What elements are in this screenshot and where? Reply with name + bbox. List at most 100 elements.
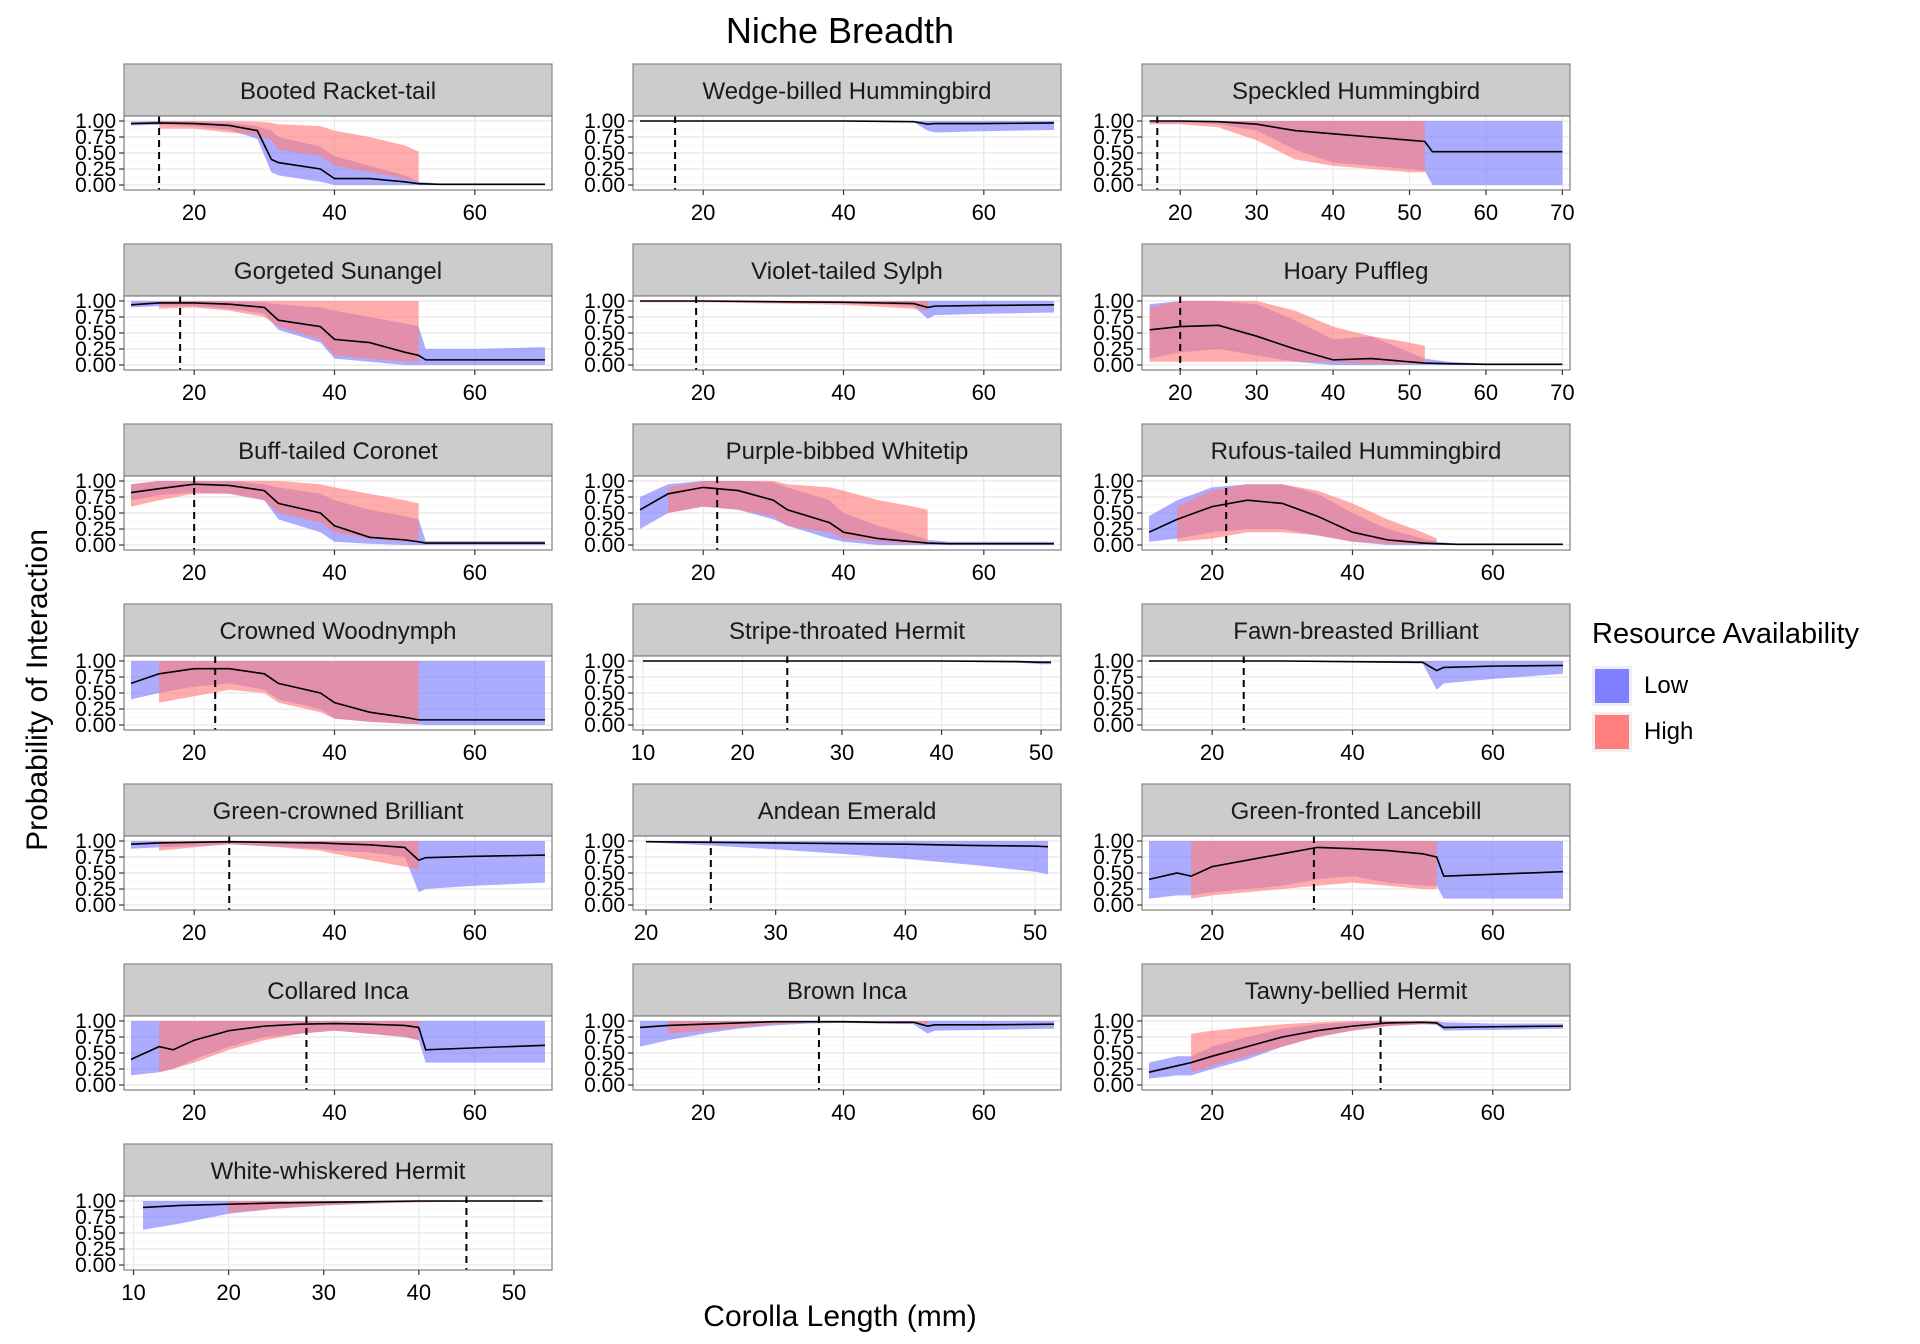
x-tick-label: 60 — [463, 920, 487, 945]
x-tick-label: 50 — [502, 1280, 526, 1305]
facet-strip-label: Speckled Hummingbird — [1232, 78, 1480, 105]
y-tick-label: 0.50 — [75, 142, 116, 165]
y-tick-label: 0.75 — [75, 126, 116, 149]
facet-strip-label: Rufous-tailed Hummingbird — [1211, 438, 1502, 465]
y-tick-label: 1.00 — [75, 470, 116, 493]
facet-strip — [123, 1143, 553, 1197]
y-tick-label: 0.50 — [584, 322, 625, 345]
legend-label-high: High — [1644, 718, 1694, 745]
x-tick-label: 20 — [691, 1100, 715, 1125]
y-tick-label: 1.00 — [75, 1010, 116, 1033]
y-tick-label: 0.50 — [584, 1042, 625, 1065]
y-axis-title: Probability of Interaction — [21, 529, 54, 851]
x-tick-label: 40 — [831, 200, 855, 225]
x-tick-label: 50 — [1397, 200, 1421, 225]
x-tick-label: 60 — [1481, 1100, 1505, 1125]
mean-line — [130, 483, 545, 544]
facet-wedge-billed-hummingbird: Wedge-billed Hummingbird 0.000.250.500.75… — [584, 63, 1062, 225]
y-tick-label: 1.00 — [584, 110, 625, 133]
chart-title: Niche Breadth — [725, 10, 955, 51]
y-tick-label: 0.25 — [1093, 698, 1134, 721]
x-tick-label: 60 — [1481, 920, 1505, 945]
y-tick-label: 0.50 — [1093, 682, 1134, 705]
ribbon-high — [159, 121, 419, 182]
facet-strip — [1141, 963, 1571, 1017]
y-tick-label: 1.00 — [1093, 110, 1134, 133]
ribbon-high — [640, 301, 928, 311]
ribbon-high — [1191, 1021, 1437, 1073]
y-tick-label: 0.00 — [1093, 354, 1134, 377]
facet-brown-inca: Brown Inca 0.000.250.500.751.00 20 40 60 — [584, 963, 1062, 1125]
mean-line — [130, 840, 545, 862]
x-tick-label: 20 — [634, 920, 658, 945]
y-tick-label: 0.00 — [75, 1074, 116, 1097]
y-tick-label: 0.75 — [1093, 486, 1134, 509]
x-tick-label: 20 — [1168, 200, 1192, 225]
facet-speckled-hummingbird: Speckled Hummingbird 0.000.250.500.751.00… — [1093, 63, 1575, 225]
y-tick-label: 0.25 — [584, 338, 625, 361]
facet-strip-label: Green-fronted Lancebill — [1231, 798, 1482, 825]
x-tick-label: 30 — [1244, 380, 1268, 405]
y-tick-label: 0.50 — [75, 682, 116, 705]
ribbon-high — [159, 1021, 419, 1073]
facet-booted-racket-tail: Booted Racket-tail 0.000.250.500.751.00 20… — [75, 63, 553, 225]
x-tick-label: 60 — [972, 1100, 996, 1125]
x-tick-label: 20 — [691, 560, 715, 585]
y-tick-label: 0.25 — [75, 158, 116, 181]
x-axis-title: Corolla Length (mm) — [703, 1300, 977, 1333]
y-tick-label: 0.25 — [75, 878, 116, 901]
y-tick-label: 0.25 — [1093, 518, 1134, 541]
ribbon-high — [159, 301, 419, 362]
x-tick-label: 20 — [1200, 560, 1224, 585]
ribbon-high — [1149, 301, 1425, 364]
ribbon-high — [131, 481, 419, 542]
y-tick-label: 0.50 — [75, 1222, 116, 1245]
x-tick-label: 20 — [730, 740, 754, 765]
y-tick-label: 0.75 — [75, 666, 116, 689]
legend-item-high: High — [1592, 709, 1859, 755]
y-tick-label: 1.00 — [75, 1190, 116, 1213]
facet-strip — [123, 243, 553, 297]
mean-line — [1149, 660, 1563, 672]
x-tick-label: 70 — [1550, 380, 1574, 405]
x-tick-label: 40 — [831, 1100, 855, 1125]
x-tick-label: 40 — [831, 380, 855, 405]
facet-rufous-tailed-hummingbird: Rufous-tailed Hummingbird 0.000.250.500.7… — [1093, 423, 1571, 585]
x-tick-label: 40 — [929, 740, 953, 765]
y-tick-label: 0.75 — [1093, 666, 1134, 689]
y-tick-label: 1.00 — [1093, 830, 1134, 853]
y-tick-label: 0.75 — [1093, 1026, 1134, 1049]
y-tick-label: 0.00 — [75, 174, 116, 197]
x-tick-label: 60 — [463, 740, 487, 765]
facet-green-crowned-brilliant: Green-crowned Brilliant 0.000.250.500.751… — [75, 783, 553, 945]
x-tick-label: 60 — [1481, 560, 1505, 585]
facet-strip-label: Hoary Puffleg — [1284, 258, 1429, 285]
facet-strip-label: White-whiskered Hermit — [211, 1158, 466, 1185]
x-tick-label: 40 — [1340, 740, 1364, 765]
mean-line — [1148, 1021, 1563, 1073]
facet-fawn-breasted-brilliant: Fawn-breasted Brilliant 0.000.250.500.751… — [1093, 603, 1571, 765]
mean-line — [130, 1022, 546, 1061]
facet-strip-label: Andean Emerald — [758, 798, 937, 825]
x-tick-label: 40 — [322, 920, 346, 945]
x-tick-label: 60 — [463, 380, 487, 405]
x-tick-label: 40 — [1321, 200, 1345, 225]
y-tick-label: 0.50 — [1093, 862, 1134, 885]
y-tick-label: 0.25 — [1093, 338, 1134, 361]
y-tick-label: 0.50 — [1093, 322, 1134, 345]
y-tick-label: 0.75 — [584, 126, 625, 149]
x-tick-label: 40 — [322, 560, 346, 585]
facet-strip-label: Booted Racket-tail — [240, 78, 436, 105]
x-tick-label: 60 — [1481, 740, 1505, 765]
y-tick-label: 0.00 — [1093, 894, 1134, 917]
x-tick-label: 20 — [182, 560, 206, 585]
ribbon-low — [131, 841, 545, 893]
y-tick-label: 0.75 — [75, 1026, 116, 1049]
facet-strip-label: Stripe-throated Hermit — [729, 618, 965, 645]
y-tick-label: 0.75 — [584, 1026, 625, 1049]
mean-line — [1149, 120, 1563, 153]
x-tick-label: 40 — [893, 920, 917, 945]
ribbon-high — [1191, 841, 1437, 899]
y-tick-label: 1.00 — [584, 1010, 625, 1033]
